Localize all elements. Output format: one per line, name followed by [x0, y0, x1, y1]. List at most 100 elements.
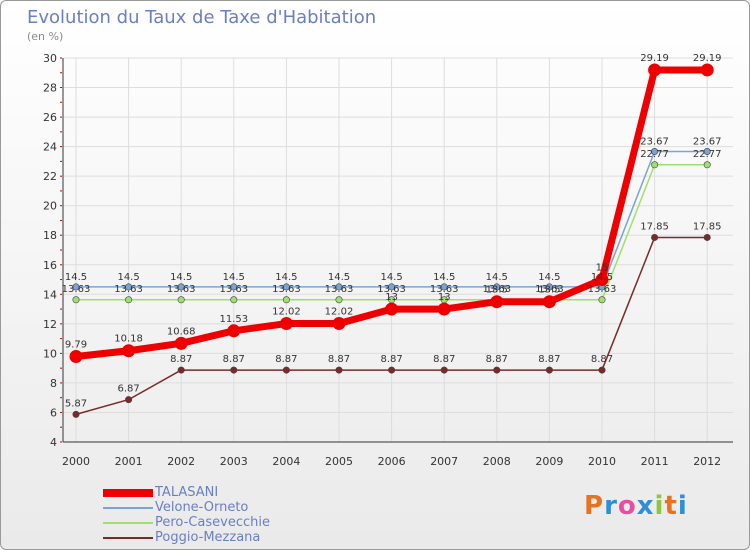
data-label: 13.63: [219, 284, 248, 295]
data-label: 22.77: [693, 149, 722, 160]
point-talasani: [648, 63, 662, 77]
point-talasani: [227, 324, 241, 338]
point-poggio-mezzana: [230, 366, 238, 374]
x-tick-label: 2000: [62, 455, 90, 468]
point-velone-orneto: [545, 283, 553, 291]
point-poggio-mezzana: [388, 366, 396, 374]
y-tick-label: 22: [43, 170, 57, 183]
point-talasani: [490, 295, 504, 309]
y-tick-label: 30: [43, 52, 57, 65]
logo-letter: r: [604, 491, 618, 521]
data-label: 22.77: [640, 149, 669, 160]
data-label: 6.87: [117, 384, 139, 395]
y-tick-label: 20: [43, 200, 57, 213]
legend-swatch: [103, 507, 153, 509]
data-label: 14.5: [486, 272, 508, 283]
x-tick-label: 2008: [483, 455, 511, 468]
data-label: 29.19: [693, 53, 722, 64]
data-label: 13.63: [167, 284, 196, 295]
data-label: 14.5: [591, 272, 613, 283]
point-pero-casevecchie: [651, 161, 659, 169]
point-pero-casevecchie: [282, 296, 290, 304]
point-talasani: [595, 273, 609, 287]
point-poggio-mezzana: [125, 396, 133, 404]
point-velone-orneto: [335, 283, 343, 291]
data-label: 13.63: [272, 284, 301, 295]
point-talasani: [700, 63, 714, 77]
point-velone-orneto: [440, 283, 448, 291]
point-talasani: [332, 317, 346, 331]
logo-letter: o: [617, 491, 637, 521]
point-velone-orneto: [493, 283, 501, 291]
x-tick-label: 2010: [588, 455, 616, 468]
point-talasani: [385, 302, 399, 316]
point-poggio-mezzana: [440, 366, 448, 374]
x-tick-label: 2007: [430, 455, 458, 468]
x-tick-label: 2005: [325, 455, 353, 468]
data-label: 13.63: [588, 284, 617, 295]
point-poggio-mezzana: [72, 410, 80, 418]
y-tick-label: 12: [43, 318, 57, 331]
data-label: 14.5: [65, 272, 87, 283]
point-talasani: [69, 349, 83, 363]
data-label: 13.63: [430, 284, 459, 295]
legend-swatch: [103, 537, 153, 539]
data-label: 14.5: [328, 272, 350, 283]
y-tick-label: 10: [43, 347, 57, 360]
logo-letter: i: [654, 491, 665, 521]
data-label: 13.5: [538, 285, 560, 296]
point-talasani: [122, 344, 136, 358]
x-tick-label: 2009: [535, 455, 563, 468]
point-poggio-mezzana: [651, 233, 659, 241]
point-poggio-mezzana: [598, 366, 606, 374]
x-tick-label: 2011: [641, 455, 669, 468]
x-tick-label: 2002: [167, 455, 195, 468]
data-label: 8.87: [433, 354, 455, 365]
data-label: 10.18: [114, 334, 143, 345]
y-axis-unit: (en %): [27, 30, 64, 43]
point-poggio-mezzana: [493, 366, 501, 374]
data-labels: 5.87 6.87 8.87 8.87 8.87 8.87 8.87 8.87 8.87 8.87…: [62, 53, 722, 409]
data-label: 14.5: [170, 272, 192, 283]
y-tick-label: 16: [43, 259, 57, 272]
point-talasani: [279, 317, 293, 331]
point-poggio-mezzana: [177, 366, 185, 374]
proxiti-logo: Proxiti: [584, 491, 688, 521]
point-pero-casevecchie: [703, 161, 711, 169]
x-tick-label: 2004: [272, 455, 300, 468]
logo-letter: i: [677, 491, 688, 521]
data-label: 8.87: [223, 354, 245, 365]
data-label: 10.68: [167, 326, 196, 337]
data-label: 13.63: [377, 284, 406, 295]
point-pero-casevecchie: [72, 296, 80, 304]
data-label: 8.87: [486, 354, 508, 365]
point-velone-orneto: [388, 283, 396, 291]
data-label: 17.85: [640, 221, 669, 232]
data-label: 8.87: [275, 354, 297, 365]
point-velone-orneto: [703, 147, 711, 155]
logo-letter: t: [664, 491, 678, 521]
point-velone-orneto: [177, 283, 185, 291]
data-label: 13.63: [482, 284, 511, 295]
data-label: 14.5: [223, 272, 245, 283]
data-label: 12.02: [272, 307, 301, 318]
point-poggio-mezzana: [703, 233, 711, 241]
data-label: 23.67: [693, 136, 722, 147]
data-label: 8.87: [591, 354, 613, 365]
point-talasani: [174, 336, 188, 350]
legend-swatch: [103, 489, 153, 497]
logo-letter: P: [584, 491, 605, 521]
point-pero-casevecchie: [230, 296, 238, 304]
data-label: 13.63: [535, 284, 564, 295]
y-tick-label: 26: [43, 111, 57, 124]
data-label: 8.87: [170, 354, 192, 365]
point-velone-orneto: [651, 147, 659, 155]
series-layer: [69, 63, 714, 418]
data-label: 17.85: [693, 221, 722, 232]
legend-label: Pero-Casevecchie: [155, 515, 270, 530]
y-tick-label: 6: [50, 406, 57, 419]
data-label: 13.63: [114, 284, 143, 295]
chart-title: Evolution du Taux de Taxe d'Habitation: [27, 7, 377, 28]
y-tick-label: 8: [50, 377, 57, 390]
point-poggio-mezzana: [545, 366, 553, 374]
